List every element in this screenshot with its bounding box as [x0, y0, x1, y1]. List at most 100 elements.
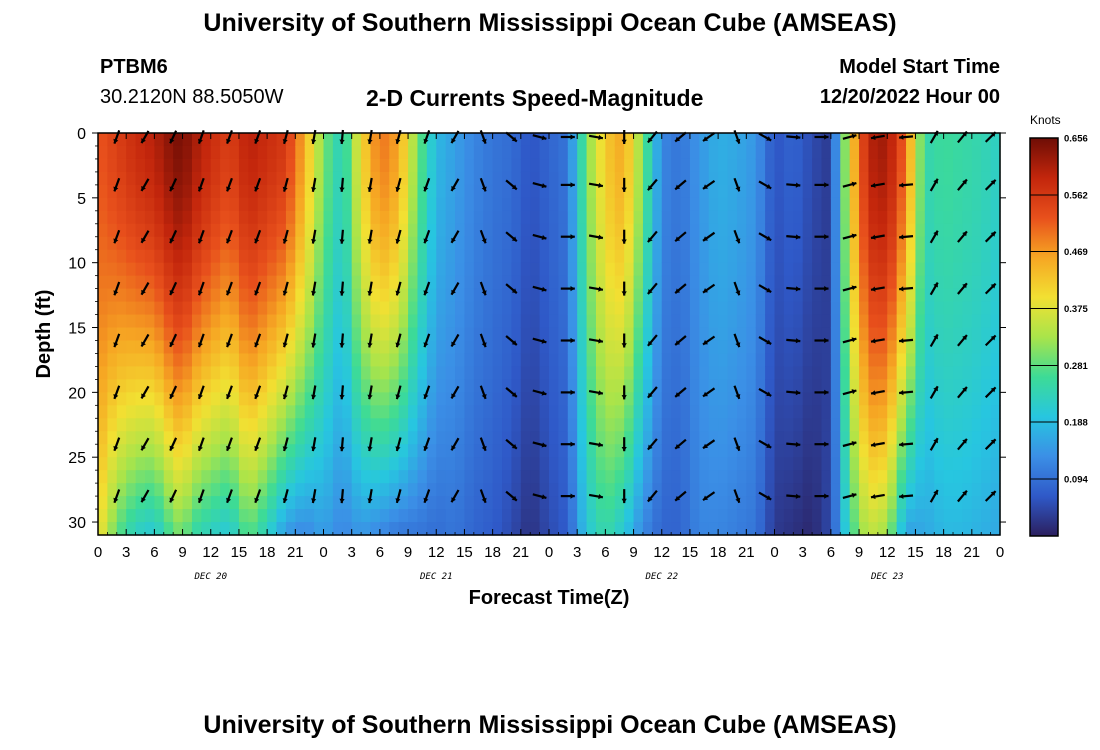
heatmap-cell: [859, 301, 870, 316]
heatmap-cell: [595, 171, 606, 186]
heatmap-cell: [483, 133, 494, 147]
heatmap-cell: [699, 184, 710, 199]
heatmap-cell: [755, 444, 766, 458]
heatmap-cell: [624, 509, 635, 523]
heatmap-cell: [539, 275, 550, 290]
heatmap-cell: [182, 275, 193, 290]
heatmap-cell: [671, 275, 682, 290]
heatmap-cell: [708, 340, 719, 355]
current-vector: [758, 336, 772, 345]
current-vector: [169, 437, 178, 452]
heatmap-cell: [379, 431, 390, 445]
heatmap-cell: [201, 288, 212, 303]
heatmap-cell: [238, 470, 249, 484]
heatmap-cell: [577, 236, 588, 251]
heatmap-cell: [652, 314, 663, 329]
heatmap-cell: [567, 288, 578, 303]
heatmap-cell: [689, 145, 700, 160]
heatmap-cell: [549, 249, 559, 264]
page-title: University of Southern Mississippi Ocean…: [203, 9, 897, 37]
heatmap-cell: [577, 275, 588, 290]
heatmap-cell: [154, 145, 165, 160]
heatmap-cell: [98, 444, 108, 458]
heatmap-cell: [699, 158, 710, 173]
heatmap-cell: [342, 275, 353, 290]
heatmap-cell: [642, 210, 653, 225]
heatmap-cell: [962, 483, 973, 497]
heatmap-cell: [736, 392, 747, 406]
heatmap-cell: [793, 275, 804, 290]
vector-head: [990, 491, 996, 496]
heatmap-cell: [774, 392, 785, 406]
heatmap-cell: [765, 405, 776, 419]
heatmap-cell: [680, 275, 691, 290]
heatmap-cell: [981, 210, 992, 225]
heatmap-cell: [257, 418, 268, 432]
current-vector: [423, 437, 431, 452]
heatmap-cell: [126, 418, 137, 432]
heatmap-cell: [671, 457, 682, 471]
heatmap-cell: [727, 275, 738, 290]
heatmap-cell: [718, 275, 729, 290]
heatmap-cell: [924, 405, 935, 419]
heatmap-cell: [220, 275, 231, 290]
heatmap-cell: [962, 392, 973, 406]
heatmap-cell: [238, 262, 249, 277]
heatmap-cell: [830, 133, 841, 147]
heatmap-cell: [624, 262, 635, 277]
heatmap-cell: [361, 197, 372, 212]
heatmap-cell: [614, 340, 625, 355]
heatmap-cell: [708, 249, 719, 264]
heatmap-cell: [135, 392, 146, 406]
heatmap-cell: [436, 418, 447, 432]
heatmap-cell: [257, 275, 268, 290]
heatmap-cell: [248, 275, 259, 290]
current-vector: [505, 283, 518, 294]
heatmap-cell: [605, 366, 616, 380]
heatmap-cell: [990, 262, 1001, 277]
heatmap-cell: [783, 327, 794, 342]
heatmap-cell: [549, 145, 559, 160]
vector-head: [339, 187, 345, 192]
heatmap-cell: [549, 133, 559, 147]
heatmap-cell: [765, 288, 776, 303]
heatmap-cell: [849, 301, 860, 316]
heatmap-cell: [840, 483, 851, 497]
heatmap-cell: [342, 522, 353, 536]
heatmap-cell: [633, 184, 644, 199]
heatmap-cell: [492, 496, 503, 510]
heatmap-cell: [492, 392, 503, 406]
vector-head: [899, 134, 904, 140]
heatmap-cell: [821, 327, 832, 342]
heatmap-cell: [267, 379, 278, 393]
heatmap-cell: [332, 470, 343, 484]
heatmap-cell: [492, 444, 503, 458]
vector-head: [451, 237, 456, 243]
vector-head: [141, 393, 146, 399]
heatmap-cell: [558, 145, 569, 160]
heatmap-cell: [990, 379, 1001, 393]
heatmap-cell: [426, 145, 437, 160]
heatmap-cell: [483, 236, 494, 251]
heatmap-cell: [934, 314, 945, 329]
vector-head: [226, 290, 232, 296]
heatmap-cell: [304, 392, 315, 406]
heatmap-cell: [671, 158, 682, 173]
heatmap-cell: [887, 301, 898, 316]
heatmap-cell: [426, 133, 437, 147]
heatmap-cell: [793, 431, 804, 445]
heatmap-cell: [276, 288, 287, 303]
heatmap-cell: [746, 353, 757, 368]
heatmap-cell: [887, 275, 898, 290]
heatmap-cell: [549, 171, 559, 186]
heatmap-cell: [408, 522, 419, 536]
heatmap-cell: [370, 405, 381, 419]
heatmap-cell: [812, 184, 823, 199]
heatmap-cell: [408, 171, 419, 186]
heatmap-cell: [868, 522, 879, 536]
current-vector: [899, 134, 914, 140]
heatmap-cell: [276, 223, 287, 238]
heatmap-cell: [953, 301, 964, 316]
heatmap-cell: [652, 457, 663, 471]
heatmap-cell: [821, 496, 832, 510]
